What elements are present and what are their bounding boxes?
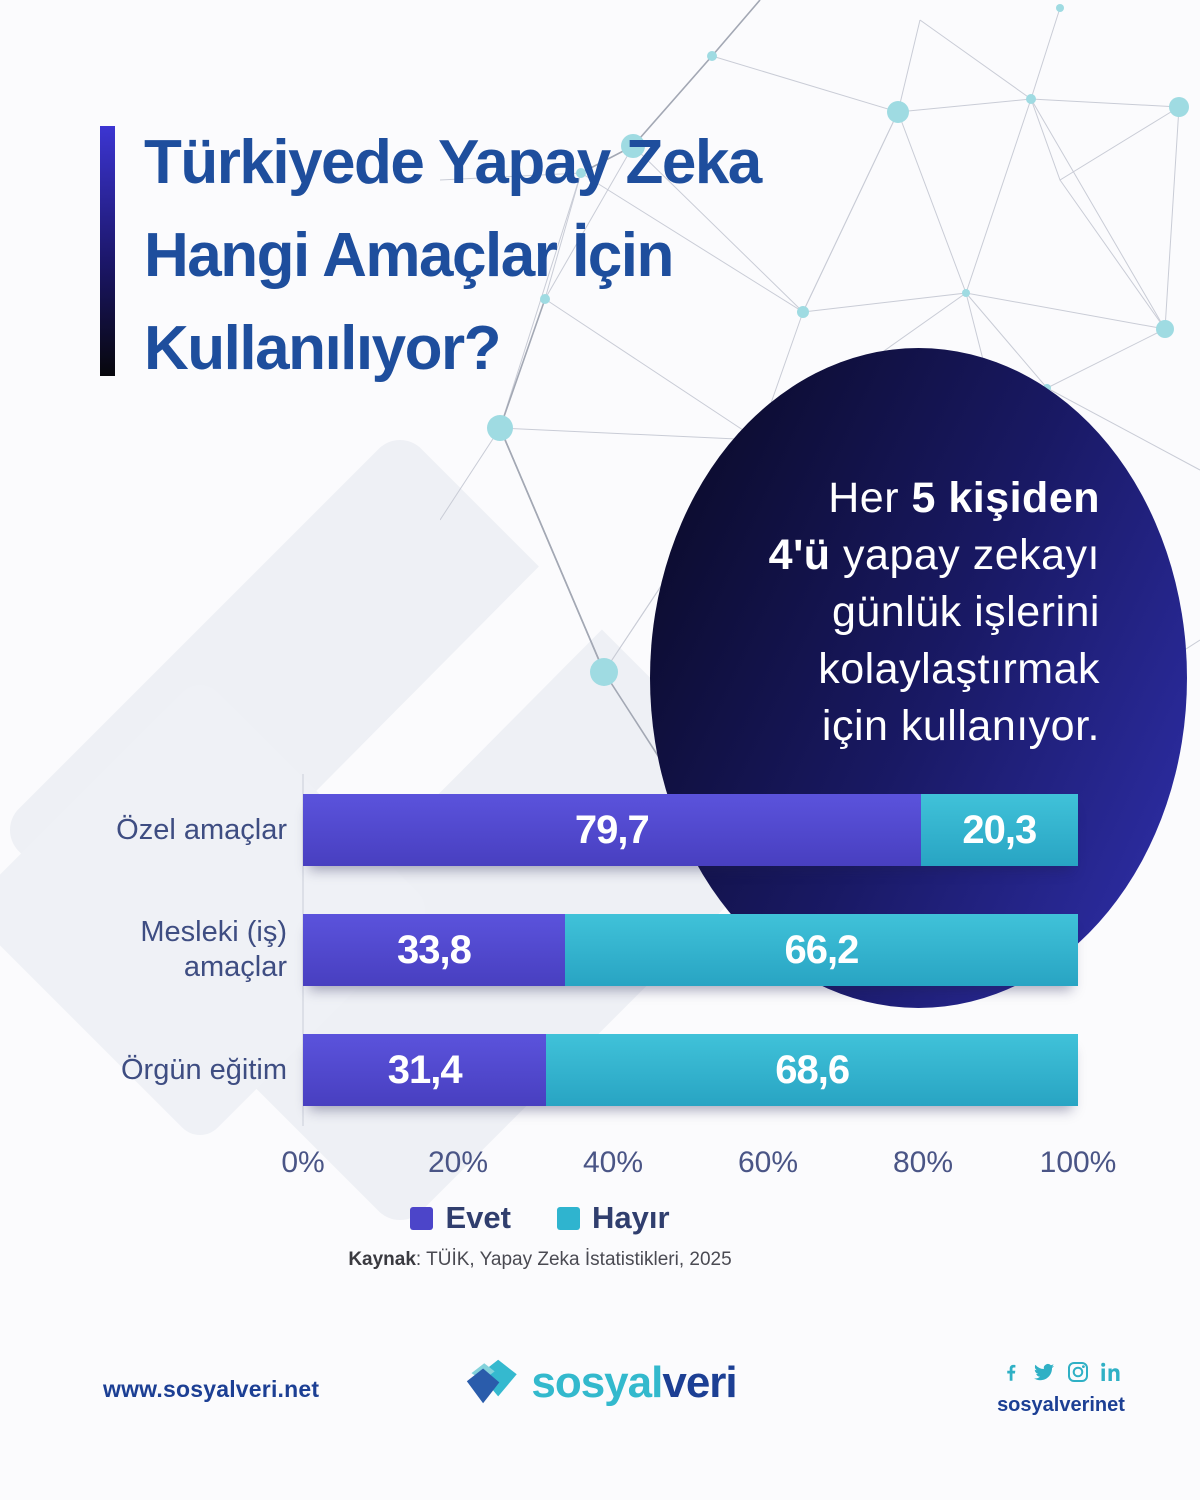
network-decoration [440,0,1200,791]
legend-label: Evet [445,1200,511,1235]
bar-value-label: 79,7 [574,807,650,852]
bar-value-label: 31,4 [387,1047,463,1092]
x-tick-label: 80% [892,1146,954,1179]
category-label: Özel amaçlar [116,813,287,846]
social-icons [996,1358,1126,1386]
x-tick-label: 100% [1039,1146,1117,1179]
legend-item-hayır: Hayır [556,1200,670,1236]
stacked-bar: 79,7 20,3 [303,794,1078,866]
hero-line-1: Her 5 kişiden [828,474,1100,522]
x-tick-label: 40% [582,1146,644,1179]
stacked-bar-chart: Özel amaçlar 79,7 20,3 Mesleki (iş) amaçlar… [0,774,1200,1314]
bar-value-label: 66,2 [784,927,860,972]
chart-row: Örgün eğitim 31,4 68,6 [105,1034,1078,1106]
legend-label: Hayır [591,1200,670,1235]
title-line-1: Türkiyede Yapay Zeka [144,128,762,197]
logo-wordmark: sosyalveri [531,1358,737,1407]
website-url: www.sosyalveri.net [103,1376,320,1402]
bar-segment-hayır: 68,6 [546,1034,1078,1106]
linkedin-icon [1100,1362,1119,1381]
legend-swatch [556,1206,580,1230]
bar-segment-evet: 31,4 [303,1034,547,1106]
stacked-bar: 31,4 68,6 [303,1034,1078,1106]
hero-circle [650,348,1187,1008]
x-tick-label: 20% [427,1146,489,1179]
title-accent-bar [100,126,115,376]
bar-segment-evet: 33,8 [303,914,565,986]
chart-row: Mesleki (iş) amaçlar 33,8 66,2 [105,914,1078,986]
category-label: Örgün eğitim [120,1053,287,1086]
bar-segment-hayır: 20,3 [920,794,1078,866]
title-line-3: Kullanılıyor? [144,314,501,383]
x-axis: 0% 20% 40% 60% 80% 100% [281,1146,1116,1186]
legend-item-evet: Evet [410,1200,511,1236]
hero-line-5: için kullanıyor. [821,702,1100,750]
facebook-icon [1006,1364,1015,1381]
bar-segment-hayır: 66,2 [564,914,1078,986]
category-label: Mesleki (iş) amaçlar [140,916,287,983]
hero-line-2: 4'ü yapay zekayı [768,531,1100,579]
hero-line-4: kolaylaştırmak [818,645,1100,693]
title-block: Türkiyede Yapay Zeka Hangi Amaçlar İçin … [100,126,762,395]
x-tick-label: 60% [737,1146,799,1179]
sosyalveri-logo: sosyalveri [463,1354,738,1412]
bar-segment-evet: 79,7 [303,794,921,866]
social-block: sosyalverinet [996,1358,1126,1417]
chart-row: Özel amaçlar 79,7 20,3 [105,794,1078,866]
source-text: : TÜİK, Yapay Zeka İstatistikleri, 2025 [415,1249,732,1270]
title-line-2: Hangi Amaçlar İçin [144,221,674,290]
bar-value-label: 68,6 [775,1047,850,1092]
bar-value-label: 20,3 [962,807,1037,852]
sosyalveri-logo-icon [466,1359,517,1404]
source-label: Kaynak [348,1249,416,1270]
instagram-icon [1067,1362,1088,1382]
x-tick-label: 0% [281,1146,325,1179]
stacked-bar: 33,8 66,2 [303,914,1078,986]
footer: www.sosyalveri.net sosyalveri [0,1340,1200,1460]
chart-legend: Evet Hayır [0,1200,1080,1236]
page-title: Türkiyede Yapay Zeka Hangi Amaçlar İçin … [144,116,762,395]
hero-line-3: günlük işlerini [831,588,1100,636]
hero-statement: Her 5 kişiden 4'ü yapay zekayı günlük iş… [630,470,1100,755]
social-handle: sosyalverinet [997,1394,1125,1416]
twitter-icon [1033,1363,1054,1381]
bar-value-label: 33,8 [397,927,472,972]
legend-swatch [410,1206,434,1230]
source-note: Kaynak: TÜİK, Yapay Zeka İstatistikleri,… [0,1249,1080,1271]
